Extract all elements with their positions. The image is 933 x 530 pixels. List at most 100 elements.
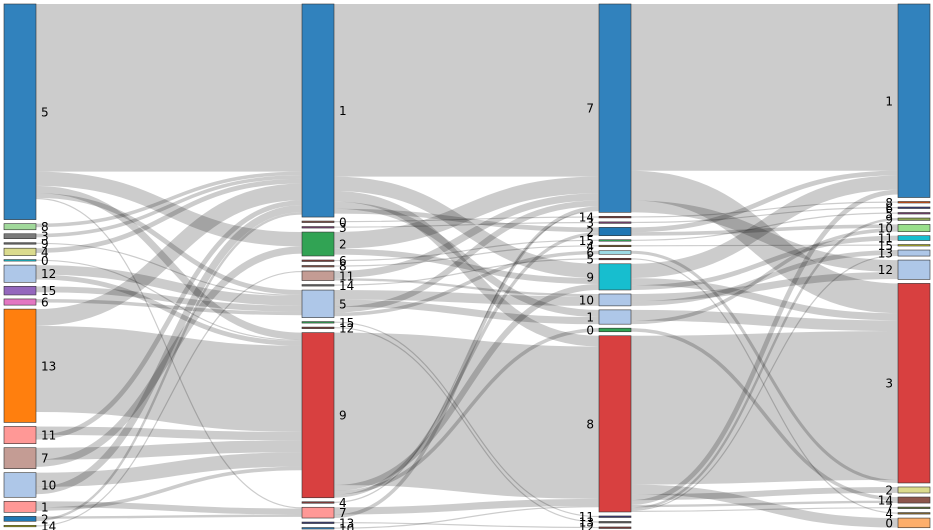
sankey-link bbox=[35, 205, 303, 495]
sankey-node: 8 bbox=[3, 220, 49, 234]
sankey-link bbox=[35, 259, 303, 341]
sankey-link bbox=[333, 290, 600, 306]
sankey-node-bar bbox=[3, 516, 37, 522]
sankey-link bbox=[630, 175, 899, 279]
sankey-link bbox=[630, 254, 899, 511]
sankey-link bbox=[630, 235, 899, 290]
sankey-node: 12 bbox=[301, 321, 354, 335]
sankey-node-label: 5 bbox=[586, 253, 594, 267]
sankey-node: 1 bbox=[885, 3, 931, 198]
sankey-node-bar bbox=[598, 250, 632, 255]
sankey-node: 14 bbox=[579, 211, 632, 225]
sankey-node-label: 3 bbox=[885, 377, 893, 391]
sankey-link bbox=[630, 328, 899, 501]
sankey-node-label: 15 bbox=[339, 316, 354, 330]
sankey-node-bar bbox=[3, 426, 37, 445]
sankey-node-label: 6 bbox=[586, 246, 594, 260]
sankey-node: 11 bbox=[3, 426, 56, 445]
sankey-node: 5 bbox=[885, 207, 931, 221]
sankey-node: 3 bbox=[301, 221, 347, 235]
sankey-node-bar bbox=[598, 293, 632, 307]
sankey-node-label: 13 bbox=[41, 359, 56, 373]
sankey-node-bar bbox=[598, 309, 632, 325]
sankey-node: 12 bbox=[878, 259, 931, 280]
sankey-link bbox=[35, 501, 303, 515]
sankey-link bbox=[35, 242, 303, 297]
sankey-node-label: 0 bbox=[586, 323, 594, 337]
sankey-link bbox=[630, 212, 899, 241]
sankey-link bbox=[630, 244, 899, 247]
sankey-node: 8 bbox=[586, 335, 632, 513]
sankey-node-label: 4 bbox=[586, 239, 594, 253]
sankey-node-label: 6 bbox=[41, 296, 49, 310]
sankey-node-label: 14 bbox=[41, 520, 56, 530]
sankey-link bbox=[630, 170, 899, 314]
sankey-node-bar bbox=[301, 332, 335, 499]
sankey-node-bar bbox=[598, 515, 632, 518]
sankey-node-bar bbox=[897, 235, 931, 241]
sankey-node-label: 2 bbox=[586, 225, 594, 239]
sankey-node-bar bbox=[897, 212, 931, 215]
sankey-node-bar bbox=[598, 257, 632, 261]
sankey-node-bar bbox=[598, 526, 632, 529]
sankey-node-bar bbox=[301, 506, 335, 519]
sankey-link bbox=[333, 200, 600, 313]
sankey-node-label: 4 bbox=[885, 507, 893, 521]
sankey-node-label: 4 bbox=[339, 496, 347, 510]
sankey-node: 12 bbox=[3, 264, 56, 283]
sankey-node: 4 bbox=[3, 245, 49, 259]
sankey-node-bar bbox=[3, 298, 37, 306]
sankey-node-bar bbox=[301, 527, 335, 530]
sankey-node-bar bbox=[3, 447, 37, 469]
sankey-node-bar bbox=[897, 517, 931, 529]
sankey-link bbox=[35, 270, 303, 527]
sankey-node-label: 8 bbox=[339, 260, 347, 274]
sankey-link bbox=[35, 452, 303, 488]
sankey-node: 2 bbox=[885, 483, 931, 497]
sankey-node: 2 bbox=[3, 512, 49, 526]
sankey-node-bar bbox=[301, 231, 335, 257]
sankey-link bbox=[630, 200, 899, 272]
sankey-link bbox=[630, 189, 899, 505]
sankey-link bbox=[333, 332, 600, 499]
sankey-node-bar bbox=[897, 3, 931, 198]
sankey-node: 1 bbox=[586, 309, 632, 325]
sankey-node: 6 bbox=[301, 254, 347, 268]
sankey-node-label: 3 bbox=[586, 216, 594, 230]
sankey-node: 13 bbox=[579, 516, 632, 530]
sankey-link bbox=[630, 207, 899, 224]
sankey-link bbox=[333, 221, 600, 228]
sankey-node: 15 bbox=[579, 234, 632, 248]
sankey-node: 12 bbox=[579, 521, 632, 530]
sankey-node-label: 4 bbox=[41, 245, 49, 259]
sankey-node: 10 bbox=[878, 222, 931, 236]
sankey-node-label: 7 bbox=[41, 452, 49, 466]
sankey-node: 14 bbox=[878, 494, 931, 508]
sankey-node-bar bbox=[3, 223, 37, 231]
sankey-node-label: 1 bbox=[41, 500, 49, 514]
sankey-node: 3 bbox=[3, 230, 49, 244]
sankey-node: 3 bbox=[586, 216, 632, 230]
sankey-node-label: 7 bbox=[339, 506, 347, 520]
sankey-node-label: 15 bbox=[878, 239, 893, 253]
sankey-node: 8 bbox=[301, 260, 347, 274]
sankey-node-label: 12 bbox=[41, 267, 56, 281]
sankey-node-label: 5 bbox=[339, 297, 347, 311]
sankey-node-label: 5 bbox=[41, 105, 49, 119]
sankey-node: 0 bbox=[586, 323, 632, 337]
sankey-node-label: 10 bbox=[579, 293, 594, 307]
sankey-node: 6 bbox=[3, 296, 49, 310]
sankey-node-label: 13 bbox=[579, 516, 594, 530]
sankey-link bbox=[333, 248, 600, 285]
sankey-link bbox=[630, 507, 899, 512]
sankey-node-bar bbox=[301, 321, 335, 324]
sankey-link bbox=[333, 299, 600, 325]
sankey-node: 0 bbox=[885, 516, 931, 530]
sankey-node-label: 3 bbox=[41, 230, 49, 244]
sankey-node: 13 bbox=[301, 516, 354, 530]
sankey-link bbox=[630, 258, 899, 514]
sankey-link bbox=[35, 325, 303, 432]
sankey-link bbox=[630, 227, 899, 325]
sankey-node-label: 8 bbox=[41, 220, 49, 234]
sankey-node-label: 11 bbox=[339, 269, 354, 283]
